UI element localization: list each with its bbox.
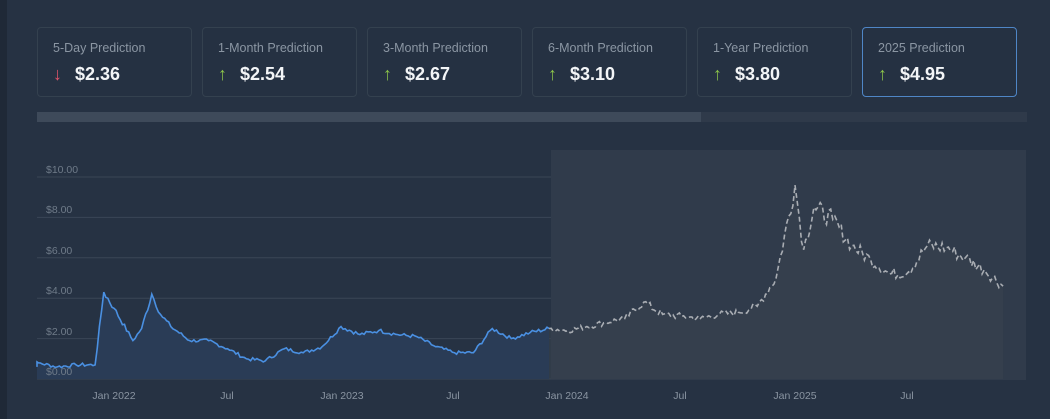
prediction-card-3-month[interactable]: 3-Month Prediction ↑ $2.67: [367, 27, 522, 97]
arrow-down-icon: ↓: [53, 63, 62, 84]
card-value: ↑ $2.67: [383, 63, 450, 85]
arrow-up-icon: ↑: [383, 63, 392, 84]
arrow-up-icon: ↑: [713, 63, 722, 84]
arrow-up-icon: ↑: [878, 63, 887, 84]
arrow-up-icon: ↑: [218, 63, 227, 84]
card-title: 6-Month Prediction: [548, 41, 653, 55]
card-value: ↑ $4.95: [878, 63, 945, 85]
y-axis-label: $0.00: [46, 366, 73, 378]
cards-scrollbar[interactable]: [37, 112, 1027, 122]
x-axis-label: Jan 2022: [92, 390, 136, 402]
x-axis-label: Jan 2025: [773, 390, 817, 402]
arrow-up-icon: ↑: [548, 63, 557, 84]
x-axis-label: Jan 2023: [320, 390, 364, 402]
card-value: ↑ $3.80: [713, 63, 780, 85]
y-axis-label: $4.00: [46, 285, 73, 298]
card-price: $2.36: [75, 63, 121, 84]
card-title: 5-Day Prediction: [53, 41, 146, 55]
card-price: $3.80: [735, 63, 781, 84]
price-chart[interactable]: $0.00 $2.00 $4.00 $6.00 $8.00 $10.00 Jan 2022…: [0, 150, 1050, 419]
x-axis-label: Jul: [446, 390, 460, 402]
y-axis-label: $8.00: [46, 204, 73, 217]
historical-line: [36, 291, 550, 369]
card-value: ↑ $3.10: [548, 63, 615, 85]
card-value: ↓ $2.36: [53, 63, 120, 85]
card-title: 1-Month Prediction: [218, 41, 323, 55]
x-axis-label: Jul: [673, 390, 687, 402]
forecast-area: [549, 185, 1004, 379]
prediction-card-6-month[interactable]: 6-Month Prediction ↑ $3.10: [532, 27, 687, 97]
y-axis-label: $2.00: [46, 325, 73, 338]
x-axis-label: Jan 2024: [545, 390, 589, 402]
y-axis-label: $6.00: [46, 244, 73, 257]
card-price: $2.54: [240, 63, 286, 84]
card-title: 3-Month Prediction: [383, 41, 488, 55]
prediction-card-2025[interactable]: 2025 Prediction ↑ $4.95: [862, 27, 1017, 97]
card-title: 1-Year Prediction: [713, 41, 809, 55]
prediction-card-1-month[interactable]: 1-Month Prediction ↑ $2.54: [202, 27, 357, 97]
chart-plot: [36, 150, 1026, 380]
card-price: $2.67: [405, 63, 451, 84]
prediction-cards: 5-Day Prediction ↓ $2.36 1-Month Predict…: [37, 27, 1017, 97]
x-axis-label: Jul: [220, 390, 234, 402]
forecast-line: [549, 184, 1004, 334]
card-price: $3.10: [570, 63, 616, 84]
historical-area: [37, 292, 550, 379]
prediction-card-1-year[interactable]: 1-Year Prediction ↑ $3.80: [697, 27, 852, 97]
prediction-card-5-day[interactable]: 5-Day Prediction ↓ $2.36: [37, 27, 192, 97]
left-edge-panel: [0, 0, 7, 419]
x-axis-label: Jul: [900, 390, 914, 402]
scrollbar-thumb[interactable]: [37, 112, 701, 122]
card-title: 2025 Prediction: [878, 41, 965, 55]
card-value: ↑ $2.54: [218, 63, 285, 85]
card-price: $4.95: [900, 63, 946, 84]
y-axis-label: $10.00: [46, 164, 79, 176]
